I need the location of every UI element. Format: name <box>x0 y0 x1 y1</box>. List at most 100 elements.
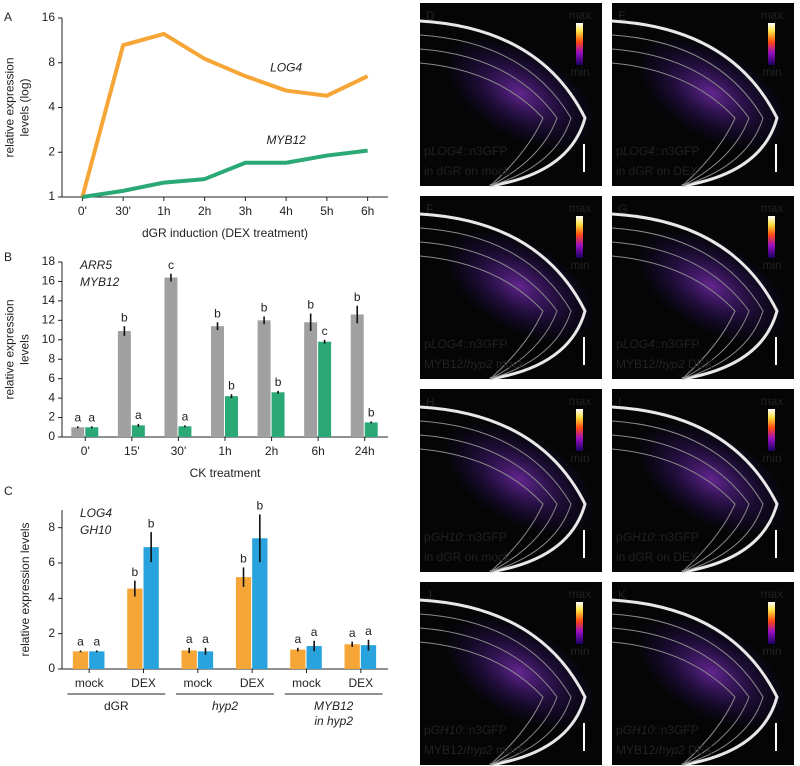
caption-part: MYB12/ <box>424 357 467 371</box>
root-outline <box>611 434 750 573</box>
significance-letter: b <box>256 499 263 513</box>
significance-letter: b <box>368 406 375 420</box>
root-outline <box>611 255 736 380</box>
caption-part: DEX <box>685 743 713 757</box>
y-tick-label: 0 <box>48 429 55 443</box>
significance-letter: b <box>121 310 128 324</box>
y-axis-label: levels (log) <box>18 78 32 136</box>
bar <box>257 320 271 437</box>
bar <box>89 651 105 669</box>
y-tick-label: 8 <box>48 520 55 534</box>
caption-part: hyp2 <box>659 743 685 757</box>
caption-part: p <box>616 144 623 158</box>
significance-letter: c <box>322 324 328 338</box>
y-tick-label: 18 <box>42 254 56 268</box>
root-outline <box>419 448 544 573</box>
root-outline <box>611 405 779 574</box>
x-tick-label: mock <box>183 676 213 690</box>
caption: pGH10::n3GFP <box>616 723 699 737</box>
caption-part: p <box>424 337 431 351</box>
significance-letter: a <box>186 632 193 646</box>
significance-letter: b <box>307 298 314 312</box>
colorbar-min: min <box>762 644 781 658</box>
significance-letter: a <box>311 625 318 639</box>
caption-part: p <box>616 337 623 351</box>
caption-part: ::n3GFP <box>655 337 700 351</box>
x-tick-label: 2h <box>198 204 211 218</box>
caption: in dGR on DEX <box>616 164 698 178</box>
panel-letter: H <box>426 395 435 409</box>
bar <box>143 547 159 669</box>
caption: pLOG4::n3GFP <box>424 144 507 158</box>
caption-part: ::n3GFP <box>654 723 699 737</box>
root-outline <box>611 641 736 766</box>
x-tick-label: DEX <box>240 676 265 690</box>
bar <box>318 341 332 437</box>
caption-part: GH10 <box>431 723 463 737</box>
caption: pLOG4::n3GFP <box>616 337 699 351</box>
significance-letter: a <box>365 624 372 638</box>
y-tick-label: 6 <box>48 555 55 569</box>
caption: MYB12/hyp2 DEX <box>616 357 713 371</box>
significance-letter: b <box>240 552 247 566</box>
colorbar-min: min <box>570 644 589 658</box>
root-outline <box>611 19 779 188</box>
root-outline <box>419 420 572 573</box>
root-outline <box>611 448 736 573</box>
root-outline <box>419 34 572 187</box>
caption-part: MYB12/ <box>424 743 467 757</box>
x-tick-label: DEX <box>131 676 156 690</box>
y-tick-label: 14 <box>42 293 56 307</box>
colorbar-max: max <box>761 394 784 408</box>
x-tick-label: 30' <box>171 444 187 458</box>
colorbar-max: max <box>761 587 784 601</box>
caption-part: hyp2 <box>467 357 493 371</box>
fluorescence <box>635 228 789 344</box>
panel-letter: A <box>4 10 12 24</box>
y-tick-label: 8 <box>48 351 55 365</box>
legend-label: LOG4 <box>80 506 112 520</box>
group-label: in hyp2 <box>314 714 353 728</box>
colorbar <box>768 409 775 451</box>
series-line <box>82 148 368 199</box>
panel-letter: K <box>618 588 626 602</box>
significance-letter: b <box>275 375 282 389</box>
x-axis-label: CK treatment <box>190 466 261 480</box>
significance-letter: a <box>77 635 84 649</box>
colorbar-min: min <box>570 258 589 272</box>
root-outline <box>611 212 779 381</box>
x-tick-label: mock <box>292 676 322 690</box>
colorbar-max: max <box>569 201 592 215</box>
bar <box>178 426 192 437</box>
caption-part: hyp2 <box>659 357 685 371</box>
legend-label: ARR5 <box>79 258 112 272</box>
root-outline <box>419 613 572 766</box>
caption: pGH10::n3GFP <box>424 530 507 544</box>
root-outline <box>419 627 558 766</box>
root-outline <box>419 212 587 381</box>
significance-letter: a <box>202 632 209 646</box>
bar <box>344 644 360 669</box>
caption-part: LOG4 <box>623 144 655 158</box>
bar <box>290 649 306 669</box>
panel-letter: J <box>426 588 432 602</box>
colorbar <box>576 23 583 65</box>
y-tick-label: 4 <box>48 100 55 114</box>
colorbar-min: min <box>762 65 781 79</box>
caption-part: GH10 <box>623 530 655 544</box>
legend-label: GH10 <box>80 523 112 537</box>
legend-label: MYB12 <box>80 275 120 289</box>
root-outline <box>419 241 558 380</box>
significance-letter: b <box>132 565 139 579</box>
caption: in dGR on mock <box>424 164 511 178</box>
caption-part: p <box>616 723 623 737</box>
significance-letter: a <box>349 626 356 640</box>
colorbar-min: min <box>762 258 781 272</box>
caption-part: hyp2 <box>467 743 493 757</box>
